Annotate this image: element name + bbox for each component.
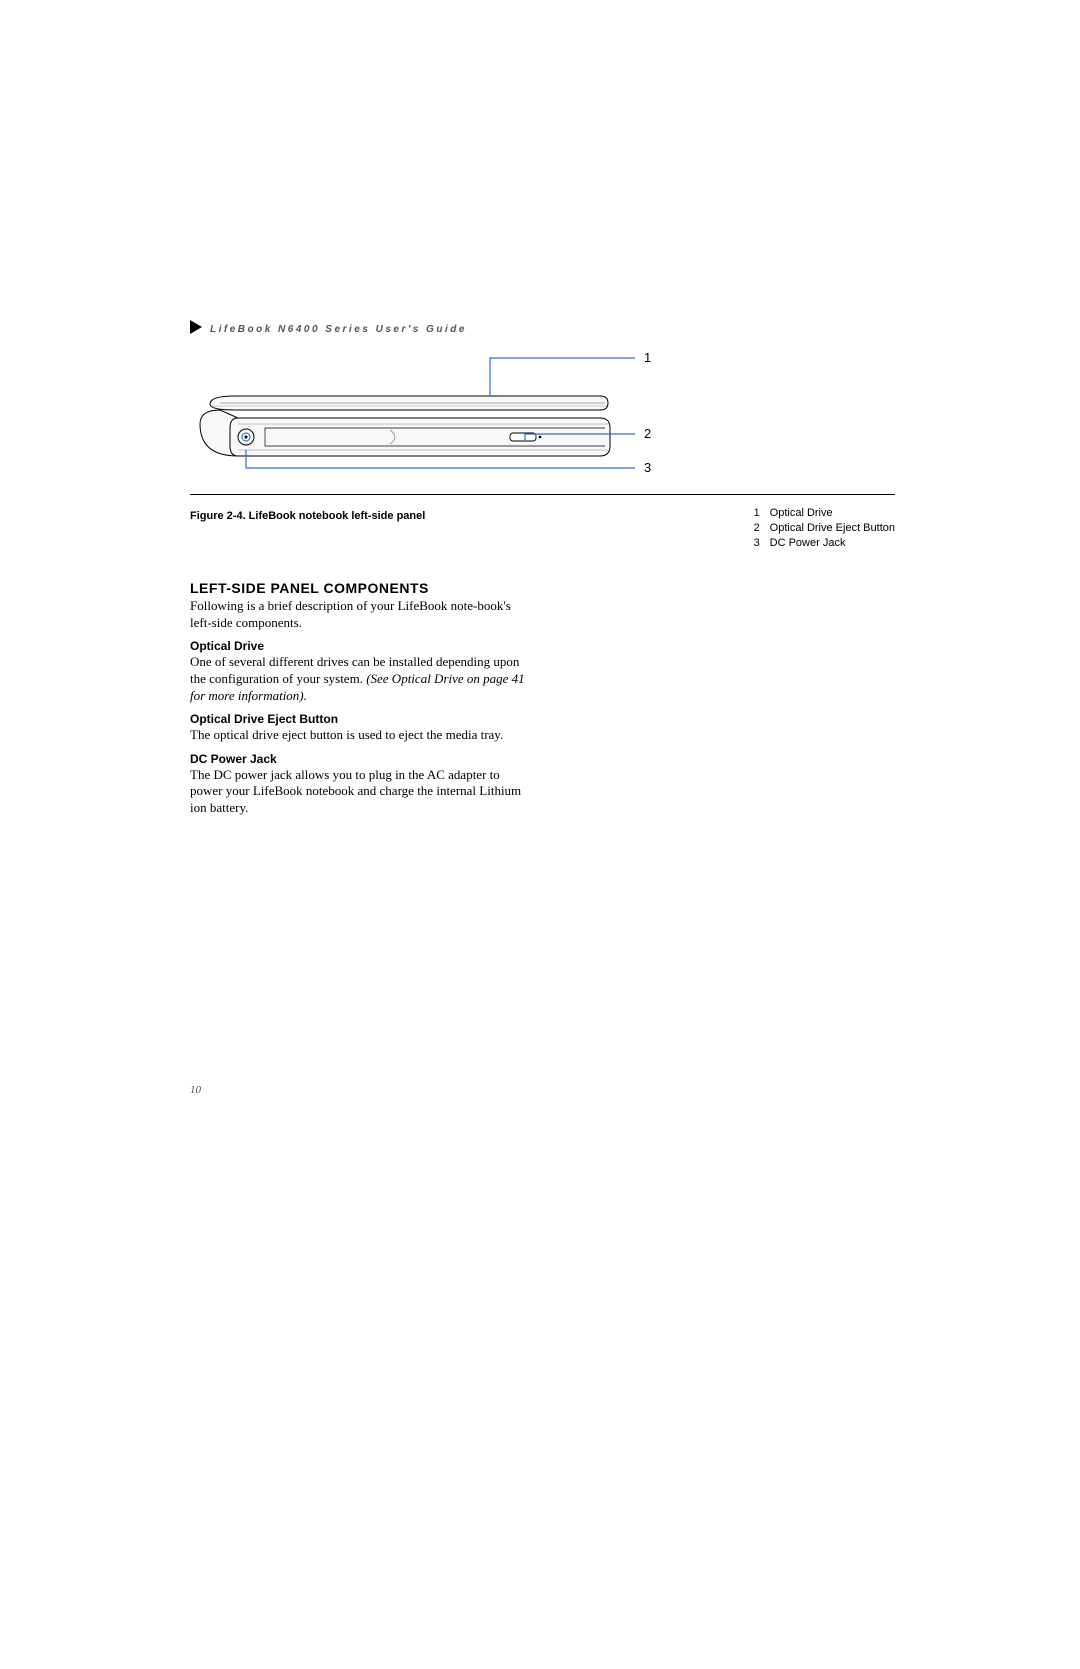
- figure-legend: 1 Optical Drive 2 Optical Drive Eject Bu…: [754, 506, 895, 551]
- sub-text: The DC power jack allows you to plug in …: [190, 767, 521, 815]
- subheading: Optical Drive Eject Button: [190, 712, 535, 726]
- header-arrow-icon: [190, 320, 202, 339]
- section-heading: LEFT-SIDE PANEL COMPONENTS: [190, 580, 535, 596]
- callout-3: 3: [644, 460, 651, 475]
- legend-num: 3: [754, 536, 762, 551]
- body-column: LEFT-SIDE PANEL COMPONENTS Following is …: [190, 580, 535, 825]
- legend-label: DC Power Jack: [770, 536, 846, 551]
- callout-2: 2: [644, 426, 651, 441]
- legend-num: 1: [754, 506, 762, 521]
- sub-paragraph: The optical drive eject button is used t…: [190, 727, 535, 744]
- sub-paragraph: The DC power jack allows you to plug in …: [190, 767, 535, 817]
- subheading: DC Power Jack: [190, 752, 535, 766]
- legend-item: 3 DC Power Jack: [754, 536, 895, 551]
- legend-item: 1 Optical Drive: [754, 506, 895, 521]
- sub-paragraph: One of several different drives can be i…: [190, 654, 535, 704]
- page-header: LifeBook N6400 Series User's Guide: [190, 320, 895, 339]
- document-page: LifeBook N6400 Series User's Guide: [0, 0, 1080, 1669]
- intro-paragraph: Following is a brief description of your…: [190, 598, 535, 631]
- legend-label: Optical Drive: [770, 506, 833, 521]
- figure-divider: [190, 494, 895, 495]
- figure-caption-row: Figure 2-4. LifeBook notebook left-side …: [190, 510, 895, 551]
- legend-num: 2: [754, 521, 762, 536]
- page-number: 10: [190, 1084, 201, 1096]
- figure-caption: Figure 2-4. LifeBook notebook left-side …: [190, 510, 425, 522]
- figure-illustration: 1 2 3: [190, 346, 895, 496]
- header-title: LifeBook N6400 Series User's Guide: [210, 324, 467, 335]
- sub-text: The optical drive eject button is used t…: [190, 727, 503, 742]
- callout-1: 1: [644, 350, 651, 365]
- subheading: Optical Drive: [190, 639, 535, 653]
- legend-label: Optical Drive Eject Button: [770, 521, 895, 536]
- legend-item: 2 Optical Drive Eject Button: [754, 521, 895, 536]
